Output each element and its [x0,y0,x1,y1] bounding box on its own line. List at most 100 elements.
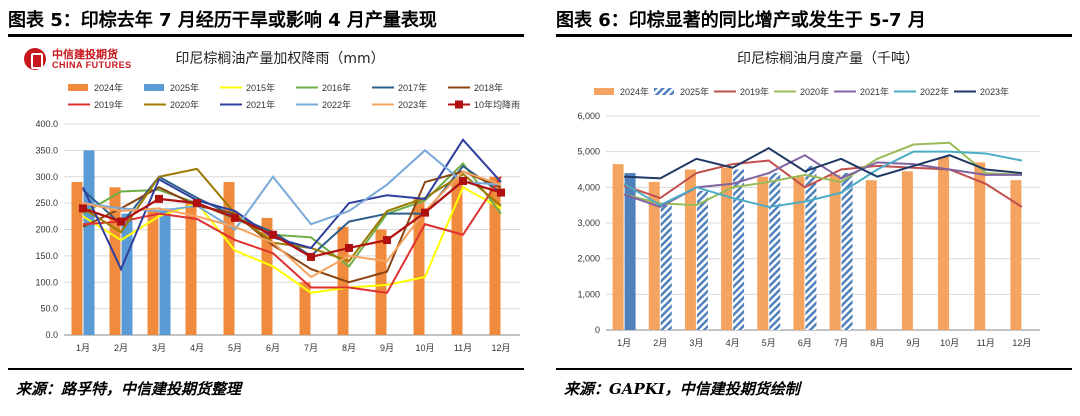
line-2019年 [82,176,502,294]
figure-title: 图表 5：印棕去年 7 月经历干旱或影响 4 月产量表现 [8,10,437,31]
y-tick-label: 3,000 [577,218,600,228]
chart-title: 印尼棕榈油月度产量（千吨） [737,51,919,67]
bar-2024年 [612,164,624,330]
bar-2025年 [805,165,817,330]
bar-2024年 [451,179,463,335]
x-tick-label: 9月 [906,338,920,348]
bar-2025年 [83,150,95,335]
legend-label: 2022年 [322,99,351,110]
line-2023年 [82,170,502,279]
top-rule [8,34,524,37]
legend-label: 2017年 [398,82,427,93]
bar-2025年 [660,205,672,330]
x-tick-label: 2月 [114,343,128,353]
line-2022年 [82,149,502,231]
bar-2024年 [71,182,83,335]
x-tick-label: 1月 [76,343,90,353]
line-2023年 [624,146,1023,180]
bar-2025年 [624,173,636,330]
logo-text-cn: 中信建投期货 [52,48,118,61]
y-tick-label: 200.0 [35,225,58,235]
x-tick-label: 10月 [415,343,434,353]
x-tick-label: 5月 [228,343,242,353]
bar-2024年 [185,200,197,335]
bar-2024年 [974,162,986,330]
bar-2024年 [684,169,696,330]
bar-2024年 [413,197,425,335]
marker-10年均降雨 [421,208,429,217]
bar-2024年 [648,181,660,330]
bar-2024年 [299,282,311,335]
x-tick-label: 7月 [834,338,848,348]
bar-2024年 [721,167,733,330]
bar-2025年 [769,173,781,330]
legend-label: 2021年 [246,99,275,110]
bottom-rule [8,368,524,370]
x-tick-label: 7月 [304,343,318,353]
bar-2025年 [696,190,708,330]
y-tick-label: 100.0 [35,277,58,287]
line-2020年 [623,141,1022,207]
x-tick-label: 4月 [726,338,740,348]
y-tick-label: 1,000 [577,289,600,299]
x-tick-label: 3月 [689,338,703,348]
legend-label: 2020年 [800,86,829,97]
y-tick-label: 150.0 [35,251,58,261]
marker-10年均降雨 [269,230,277,239]
bar-2024年 [865,180,877,330]
y-tick-label: 300.0 [35,172,58,182]
x-tick-label: 4月 [190,343,204,353]
bar-2024年 [489,176,501,335]
bottom-rule [556,368,1072,370]
legend-marker [455,100,463,109]
legend-label: 2019年 [740,86,769,97]
bar-2025年 [733,169,745,330]
y-tick-label: 400.0 [35,119,58,129]
bar-2024年 [261,217,273,335]
x-tick-label: 2月 [653,338,667,348]
chart-title: 印尼棕榈油产量加权降雨（mm） [175,51,384,67]
legend-label: 2019年 [94,99,123,110]
y-tick-label: 2,000 [577,254,600,264]
marker-10年均降雨 [231,213,239,222]
line-2022年 [623,150,1023,208]
marker-10年均降雨 [383,236,391,245]
legend-label: 2024年 [620,86,649,97]
y-tick-label: 350.0 [35,145,58,155]
y-tick-label: 0.0 [45,330,58,340]
marker-10年均降雨 [345,243,353,252]
rainfall-chart: 印尼棕榈油产量加权降雨（mm） 0.0 50.0 100.0 150.0 200.0 250… [35,51,520,353]
x-tick-label: 11月 [454,343,472,353]
source-note: 来源：GAPKI，中信建投期货绘制 [564,380,800,398]
marker-10年均降雨 [117,217,125,226]
legend-label: 2022年 [920,86,949,97]
top-rule [556,34,1072,37]
x-tick-label: 6月 [266,343,280,353]
marker-10年均降雨 [79,204,87,213]
bar-2024年 [109,187,121,335]
bar-2024年 [375,229,387,335]
legend-label: 10年均降雨 [474,99,520,110]
logo-text-en: CHINA FUTURES [52,60,132,70]
bar-2024年 [757,176,769,330]
line-10年均降雨 [82,179,502,259]
figure-title: 图表 6：印棕显著的同比增产或发生于 5-7 月 [556,10,926,31]
legend-label: 2023年 [398,99,427,110]
bar-2025年 [841,173,853,330]
legend-label: 2020年 [170,99,199,110]
figure-left: 图表 5：印棕去年 7 月经历干旱或影响 4 月产量表现 中信建投期货 CHIN… [8,0,528,416]
line-2015年 [82,185,502,294]
x-tick-label: 11月 [977,338,995,348]
legend-label: 2021年 [860,86,889,97]
y-tick-label: 50.0 [40,304,58,314]
x-tick-label: 6月 [798,338,812,348]
legend-label: 2025年 [170,82,199,93]
x-tick-label: 12月 [1012,338,1031,348]
x-tick-label: 8月 [342,343,356,353]
x-tick-label: 5月 [762,338,776,348]
x-tick-label: 12月 [491,343,510,353]
y-tick-label: 250.0 [35,198,58,208]
legend-label: 2024年 [94,82,123,93]
bar-2024年 [901,171,913,330]
bar-2024年 [223,182,235,335]
